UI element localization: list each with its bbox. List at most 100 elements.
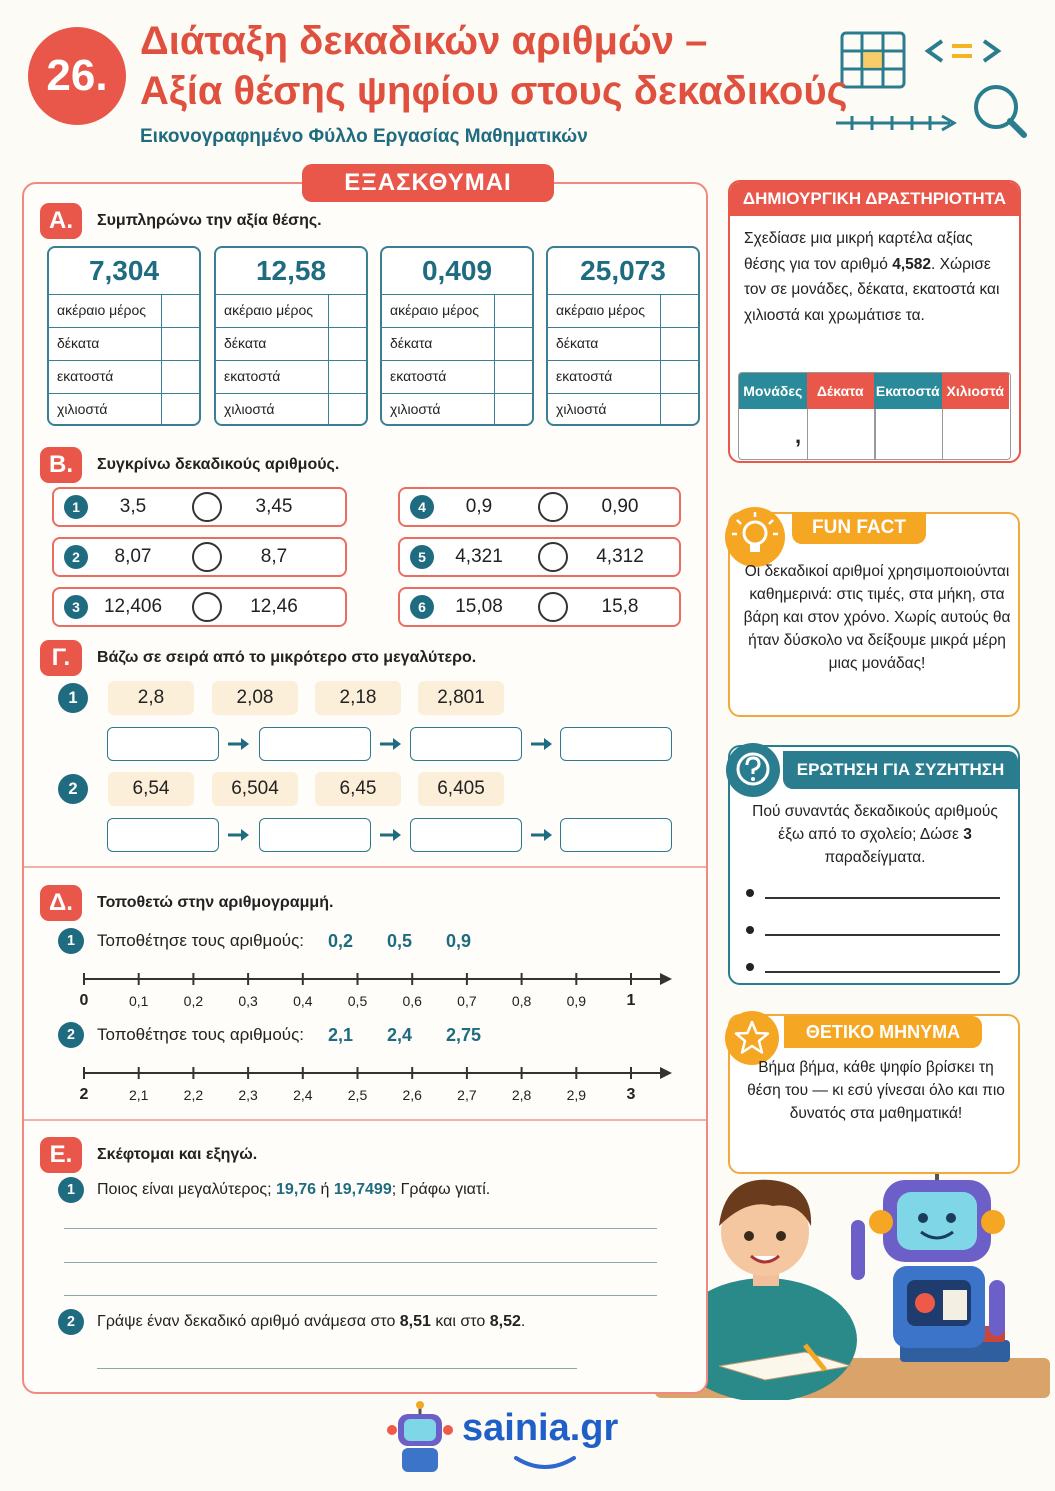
bullet	[746, 963, 754, 971]
compare-item: 5 4,321 4,312	[398, 537, 681, 577]
right-number: 8,7	[260, 546, 288, 567]
table-divider	[874, 409, 876, 459]
card-number: 7,304	[88, 255, 160, 286]
row-label: ακέραιο μέρος	[224, 302, 313, 318]
compare-circle	[538, 592, 568, 622]
number-chip: 2,801	[418, 681, 504, 715]
question-text: Πού συναντάς δεκαδικούς αριθμούς έξω από…	[745, 800, 1005, 875]
answer-cell	[161, 327, 162, 360]
tick-label: 1	[626, 992, 636, 1009]
card-number: 12,58	[255, 255, 327, 286]
tick-label: 0,6	[402, 993, 422, 1009]
item-index: 2	[58, 774, 88, 804]
number-chip: 2,18	[315, 681, 401, 715]
answer-box	[107, 818, 219, 852]
row-line	[49, 393, 199, 394]
item-index: 3	[64, 595, 88, 619]
tick-label: 2,6	[402, 1087, 422, 1103]
answer-line	[765, 934, 1000, 936]
section-instruction: Τοποθετώ στην αριθμογραμμή.	[97, 894, 334, 911]
text-part: Γράψε έναν δεκαδικό αριθμό ανάμεσα στο	[97, 1313, 400, 1330]
worksheet-number: 26.	[28, 27, 126, 125]
tick-label: 0,4	[293, 993, 313, 1009]
number-chip: 6,504	[212, 772, 298, 806]
compare-circle	[192, 592, 222, 622]
row-label: εκατοστά	[224, 368, 281, 384]
left-number: 0,9	[465, 496, 493, 517]
compare-item: 2 8,07 8,7	[52, 537, 347, 577]
answer-box	[410, 818, 522, 852]
answer-cell	[161, 360, 162, 393]
row-line	[216, 360, 366, 361]
text-part: ή	[316, 1181, 334, 1198]
text-part: Ποιος είναι μεγαλύτερος;	[97, 1181, 277, 1198]
place-value-table: Μονάδες Δέκατα Εκατοστά Χιλιοστά,	[738, 372, 1011, 460]
number-chip: 2,8	[108, 681, 194, 715]
place-value-card: 0,409 ακέραιο μέρος δέκατα εκατοστά χιλιοστά	[380, 246, 534, 426]
table-header: Δέκατα	[806, 373, 874, 409]
title-line: Διάταξη δεκαδικών αριθμών –	[140, 19, 708, 63]
answer-cell	[161, 393, 162, 426]
answer-box	[107, 727, 219, 761]
row-line	[548, 393, 698, 394]
question-text: Ποιος είναι μεγαλύτερος; 19,76 ή 19,7499…	[97, 1176, 677, 1204]
table-divider	[806, 409, 808, 459]
row-line	[216, 294, 366, 295]
compare-circle	[538, 492, 568, 522]
order-arrow	[379, 828, 403, 842]
compare-item: 6 15,08 15,8	[398, 587, 681, 627]
compare-circle	[538, 542, 568, 572]
section-instruction: Συμπληρώνω την αξία θέσης.	[97, 212, 322, 229]
row-line	[548, 294, 698, 295]
tick-label: 0,3	[238, 993, 258, 1009]
tick-label: 2,8	[511, 1087, 532, 1103]
item-index: 1	[58, 683, 88, 713]
brand-name: sainia.gr	[462, 1407, 619, 1449]
divider	[24, 1119, 706, 1121]
text-part: παραδείγματα.	[824, 849, 926, 866]
answer-box	[560, 727, 672, 761]
highlight-text: 19,76	[276, 1181, 317, 1198]
practice-banner: ΕΞΑΣΚΘΥΜΑΙ	[302, 164, 554, 202]
row-line	[216, 327, 366, 328]
text-part: . Χώρισε τον σε μονάδες, δέκατα, εκατοστ…	[744, 255, 1000, 324]
target-number: 2,1	[328, 1025, 354, 1045]
number-chip: 2,08	[212, 681, 298, 715]
target-number: 2,4	[387, 1025, 413, 1045]
tick-label: 2,4	[293, 1087, 313, 1103]
illustration	[655, 1146, 1050, 1400]
tick-label: 0,2	[183, 993, 204, 1009]
title-line: Αξία θέσης ψηφίου στους δεκαδικούς	[140, 69, 848, 113]
item-index: 1	[64, 495, 88, 519]
answer-cell	[328, 360, 329, 393]
row-label: χιλιοστά	[556, 401, 607, 417]
answer-box	[410, 727, 522, 761]
tick-label: 2,5	[347, 1087, 368, 1103]
answer-cell	[494, 294, 495, 327]
right-number: 12,46	[250, 596, 298, 617]
answer-line	[64, 1295, 657, 1296]
number-line	[70, 966, 680, 992]
item-index: 1	[58, 928, 84, 954]
right-number: 0,90	[601, 496, 639, 517]
place-value-card: 7,304 ακέραιο μέρος δέκατα εκατοστά χιλιοστά	[47, 246, 201, 426]
row-label: χιλιοστά	[390, 401, 441, 417]
text-part: ; Γράφω γιατί.	[391, 1181, 491, 1198]
right-number: 3,45	[255, 496, 293, 517]
target-number: 0,9	[446, 931, 472, 951]
section-instruction: Συγκρίνω δεκαδικούς αριθμούς.	[97, 456, 340, 473]
footer-logo-icon	[387, 1401, 453, 1472]
highlight-text: 3	[963, 826, 972, 843]
compare-item: 3 12,406 12,46	[52, 587, 347, 627]
order-arrow	[530, 828, 554, 842]
tick-label: 2,2	[183, 1087, 204, 1103]
left-number: 4,321	[455, 546, 503, 567]
star-icon	[724, 1010, 780, 1066]
target-number: 2,75	[446, 1025, 482, 1045]
row-line	[382, 294, 532, 295]
divider	[24, 866, 706, 868]
row-label: εκατοστά	[390, 368, 447, 384]
answer-cell	[660, 294, 661, 327]
row-label: χιλιοστά	[224, 401, 275, 417]
